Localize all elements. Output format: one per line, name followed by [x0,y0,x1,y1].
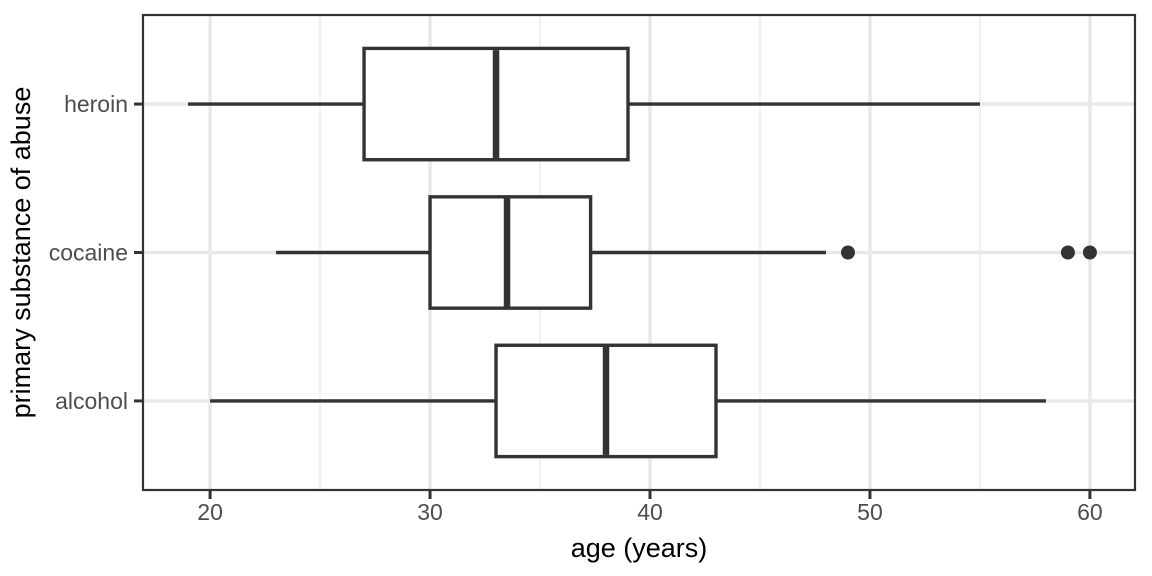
x-axis-tick-marks [208,491,1092,499]
x-tick-label: 60 [1077,499,1103,525]
boxplot-alcohol [210,343,1046,459]
x-axis-title: age (years) [571,533,708,563]
y-axis-tick-labels: heroin cocaine alcohol [49,91,128,414]
x-tick-label: 50 [857,499,883,525]
outlier-point [1060,245,1075,260]
outlier-point [840,245,855,260]
x-axis-tick-labels: 20 30 40 50 60 [197,499,1102,525]
y-axis-tick-marks [134,102,142,403]
y-tick-label-cocaine: cocaine [49,240,128,266]
boxplot-cocaine [276,195,1097,310]
boxplot-heroin [188,46,980,162]
outlier-point [1082,245,1097,260]
x-tick-label: 30 [417,499,443,525]
x-tick-label: 20 [197,499,223,525]
boxplot-series [188,46,1097,459]
y-tick-label-alcohol: alcohol [55,388,128,414]
y-tick-label-heroin: heroin [64,91,128,117]
y-axis-title: primary substance of abuse [6,87,36,419]
x-tick-label: 40 [637,499,663,525]
iqr-box [428,195,593,310]
panel-border [141,13,1137,492]
